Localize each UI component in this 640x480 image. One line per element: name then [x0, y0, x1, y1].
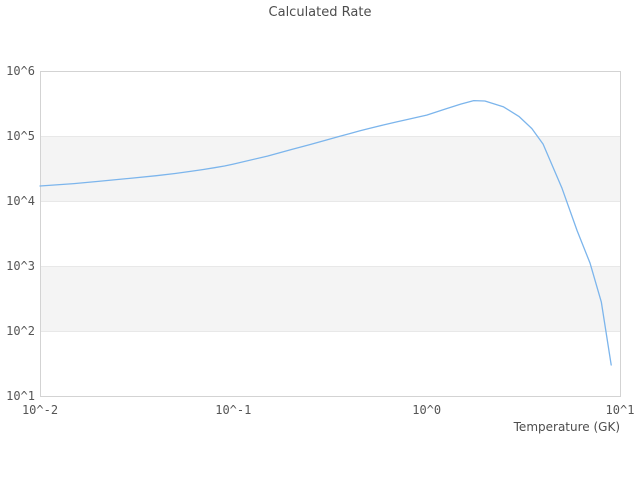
- y-tick-label: 10^5: [6, 129, 35, 143]
- y-tick-label: 10^1: [6, 389, 35, 403]
- x-tick-label: 10^0: [412, 403, 441, 417]
- x-tick-label: 10^-2: [22, 403, 58, 417]
- rate-curve: [39, 99, 612, 366]
- plot-border: [40, 71, 621, 397]
- y-tick-label: 10^2: [6, 324, 35, 338]
- y-tick-label: 10^4: [6, 194, 35, 208]
- x-axis-tick-labels: 10^-2 10^-1 10^0 10^1: [22, 403, 635, 417]
- decade-band: [40, 136, 620, 201]
- chart-title: Calculated Rate: [268, 5, 372, 20]
- x-tick-label: 10^1: [606, 403, 635, 417]
- x-axis-label: Temperature (GK): [513, 420, 620, 434]
- decade-bands: [40, 136, 620, 331]
- x-tick-label: 10^-1: [215, 403, 251, 417]
- y-axis-tick-labels: 10^1 10^2 10^3 10^4 10^5 10^6: [6, 64, 35, 403]
- y-tick-label: 10^3: [6, 259, 35, 273]
- y-tick-label: 10^6: [6, 64, 35, 78]
- decade-band: [40, 266, 620, 331]
- gridlines: [40, 136, 620, 332]
